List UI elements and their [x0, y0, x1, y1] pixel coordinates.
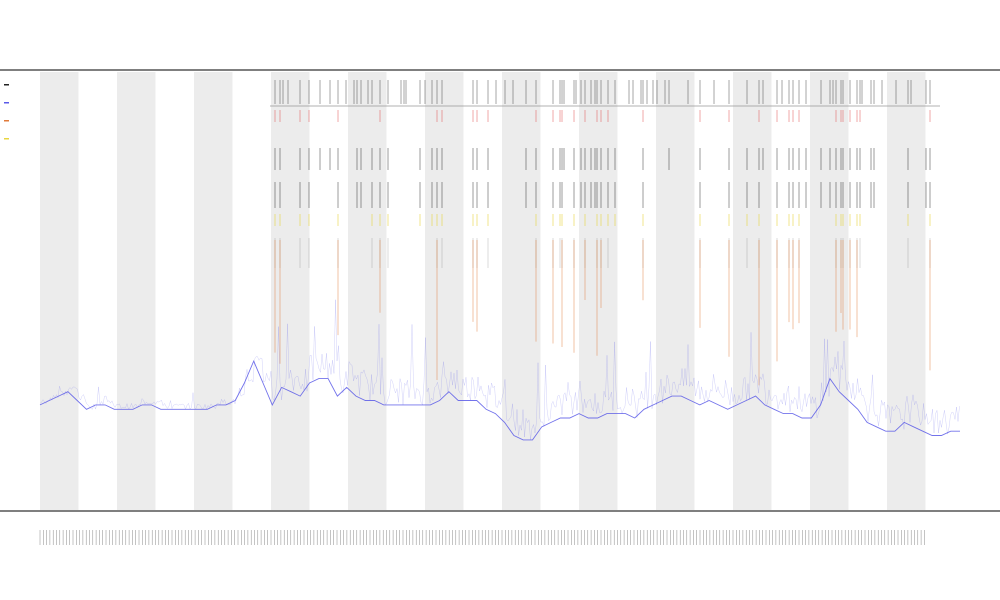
shaded-band	[348, 72, 387, 510]
signal-line	[39, 359, 960, 441]
shaded-band	[579, 72, 618, 510]
shaded-band	[117, 72, 156, 510]
legend-swatch	[4, 102, 9, 104]
shaded-band	[656, 72, 695, 510]
signal-noise-line	[39, 299, 960, 440]
shaded-band	[40, 72, 79, 510]
legend-swatch	[4, 138, 9, 140]
shaded-band	[425, 72, 464, 510]
legend-swatch	[4, 120, 9, 122]
legend-swatch	[4, 84, 9, 86]
shaded-band	[733, 72, 772, 510]
shaded-band	[887, 72, 926, 510]
shaded-band	[502, 72, 541, 510]
shaded-band	[194, 72, 233, 510]
shaded-band	[271, 72, 310, 510]
shaded-band	[810, 72, 849, 510]
